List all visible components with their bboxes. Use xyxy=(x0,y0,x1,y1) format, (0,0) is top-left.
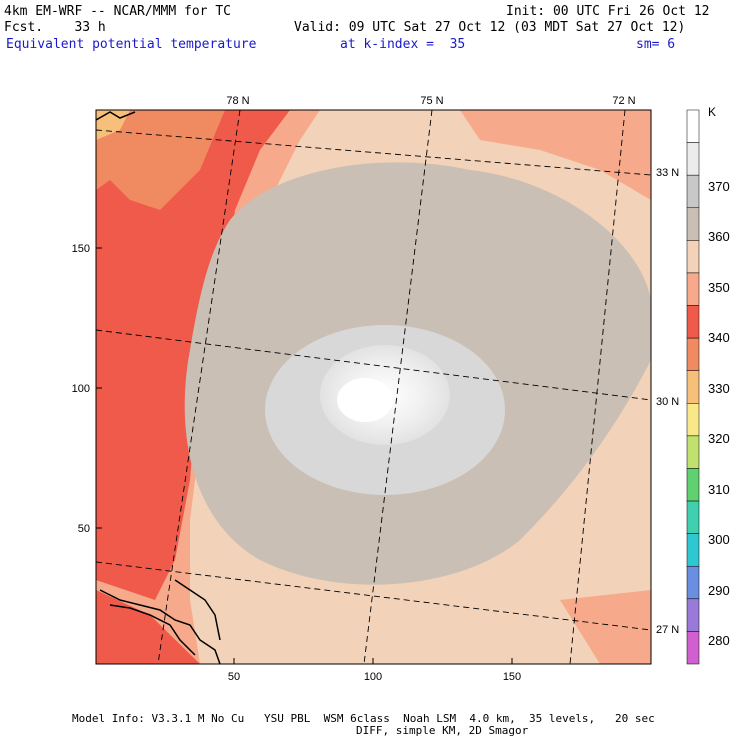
tick-marks xyxy=(96,247,513,664)
bottom-tick-100: 100 xyxy=(364,671,382,683)
colorbar-segment xyxy=(686,207,700,241)
left-tick-50: 50 xyxy=(78,523,90,535)
colorbar-segment xyxy=(686,468,700,502)
k-index: at k-index = 35 xyxy=(340,37,466,52)
right-lat-30: 30 N xyxy=(656,396,679,408)
colorbar-segment xyxy=(686,565,700,600)
field-name: Equivalent potential temperature xyxy=(6,37,257,52)
colorbar xyxy=(686,109,700,665)
cb-label-330: 330 xyxy=(708,381,730,396)
bottom-tick-50: 50 xyxy=(228,671,240,683)
colorbar-segment xyxy=(686,272,700,306)
colorbar-segment xyxy=(686,142,700,176)
cb-label-370: 370 xyxy=(708,179,730,194)
colorbar-segment xyxy=(686,631,700,665)
cb-label-300: 300 xyxy=(708,532,730,547)
colorbar-segment xyxy=(686,500,700,534)
cb-label-350: 350 xyxy=(708,280,730,295)
init-time: Init: 00 UTC Fri 26 Oct 12 xyxy=(506,4,710,19)
model-info: Model Info: V3.3.1 M No Cu YSU PBL WSM 6… xyxy=(72,712,655,725)
left-tick-100: 100 xyxy=(72,383,90,395)
colorbar-segment xyxy=(686,337,700,371)
top-lon-75: 75 N xyxy=(420,95,443,107)
cb-label-340: 340 xyxy=(708,330,730,345)
smoothing: sm= 6 xyxy=(636,37,676,52)
valid-time: Valid: 09 UTC Sat 27 Oct 12 (03 MDT Sat … xyxy=(294,20,686,35)
colorbar-segment xyxy=(686,598,700,632)
model-title: 4km EM-WRF -- NCAR/MMM for TC xyxy=(4,4,231,19)
colorbar-segment xyxy=(686,305,700,339)
field-shading xyxy=(96,110,651,664)
cb-label-290: 290 xyxy=(708,583,730,598)
colorbar-segment xyxy=(686,533,700,567)
forecast-hour: Fcst. 33 h xyxy=(4,20,106,35)
colorbar-segment xyxy=(686,370,700,404)
cb-label-360: 360 xyxy=(708,229,730,244)
colorbar-segment xyxy=(686,174,700,209)
model-physics: DIFF, simple KM, 2D Smagor xyxy=(356,724,529,737)
colorbar-segment xyxy=(686,403,700,437)
colorbar-segment xyxy=(686,435,700,469)
right-lat-27: 27 N xyxy=(656,624,679,636)
bottom-tick-150: 150 xyxy=(503,671,521,683)
cb-label-280: 280 xyxy=(708,633,730,648)
cb-label-310: 310 xyxy=(708,482,730,497)
top-lon-72: 72 N xyxy=(612,95,635,107)
cb-label-320: 320 xyxy=(708,431,730,446)
top-lon-78: 78 N xyxy=(226,95,249,107)
right-lat-33: 33 N xyxy=(656,167,679,179)
coastline xyxy=(96,111,221,664)
colorbar-unit: K xyxy=(708,105,716,119)
graticule xyxy=(96,110,651,664)
colorbar-segment xyxy=(686,109,700,143)
left-tick-150: 150 xyxy=(72,243,90,255)
colorbar-segment xyxy=(686,240,700,274)
